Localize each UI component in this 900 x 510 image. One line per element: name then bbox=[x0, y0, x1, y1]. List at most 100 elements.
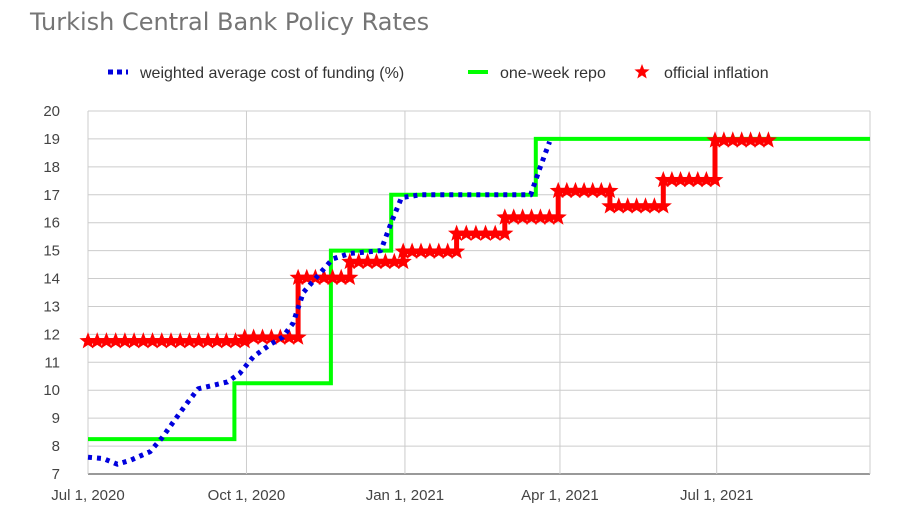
y-tick-label: 8 bbox=[52, 438, 60, 455]
star-marker bbox=[394, 242, 412, 259]
star-marker bbox=[439, 242, 457, 259]
star-marker bbox=[171, 332, 189, 349]
y-tick-label: 9 bbox=[52, 410, 60, 427]
star-marker bbox=[724, 131, 742, 148]
star-marker bbox=[663, 171, 681, 188]
star-marker bbox=[514, 208, 532, 225]
y-tick-label: 17 bbox=[43, 187, 60, 204]
star-marker bbox=[467, 224, 485, 241]
star-marker bbox=[116, 332, 134, 349]
star-marker bbox=[245, 328, 263, 345]
star-marker bbox=[645, 197, 663, 214]
star-marker bbox=[496, 208, 514, 225]
star-marker bbox=[144, 332, 162, 349]
star-marker bbox=[125, 332, 143, 349]
star-marker bbox=[523, 208, 541, 225]
star-marker bbox=[107, 332, 125, 349]
star-marker bbox=[88, 332, 106, 349]
star-marker bbox=[531, 208, 549, 225]
legend-label: weighted average cost of funding (%) bbox=[139, 65, 404, 82]
x-tick-label: Apr 1, 2021 bbox=[521, 487, 599, 504]
star-marker bbox=[592, 181, 610, 199]
star-marker bbox=[271, 328, 289, 345]
star-marker bbox=[315, 268, 333, 285]
star-marker bbox=[190, 332, 208, 349]
star-marker bbox=[558, 181, 576, 199]
star-marker bbox=[359, 252, 377, 270]
legend: weighted average cost of funding (%) one-… bbox=[108, 64, 769, 82]
series-line-cost-of-funding bbox=[87, 140, 552, 467]
star-marker bbox=[496, 224, 514, 241]
star-marker bbox=[289, 268, 307, 285]
star-marker bbox=[208, 332, 226, 349]
chart-title: Turkish Central Bank Policy Rates bbox=[30, 8, 430, 36]
star-marker bbox=[162, 332, 180, 349]
star-marker bbox=[584, 181, 602, 199]
series-line-official-inflation bbox=[88, 137, 769, 344]
y-tick-label: 10 bbox=[43, 382, 60, 399]
star-marker bbox=[298, 268, 316, 285]
star-marker bbox=[134, 332, 152, 349]
star-marker bbox=[394, 252, 412, 270]
series-line-one-week-repo bbox=[88, 136, 870, 442]
star-marker bbox=[227, 332, 245, 349]
y-tick-label: 18 bbox=[43, 159, 60, 176]
star-marker bbox=[628, 197, 646, 214]
star-marker bbox=[341, 252, 359, 270]
y-tick-label: 13 bbox=[43, 298, 60, 315]
star-marker bbox=[324, 268, 342, 285]
y-tick-label: 7 bbox=[52, 466, 60, 483]
star-marker bbox=[341, 268, 359, 285]
star-marker bbox=[733, 131, 751, 148]
star-marker bbox=[332, 268, 350, 285]
star-marker bbox=[448, 242, 466, 259]
inflation-star-markers bbox=[79, 131, 777, 349]
y-tick-label: 12 bbox=[43, 326, 60, 343]
star-marker bbox=[236, 328, 254, 345]
y-tick-label: 19 bbox=[43, 131, 60, 148]
star-marker bbox=[697, 171, 715, 188]
star-marker bbox=[430, 242, 448, 259]
star-marker bbox=[601, 197, 619, 214]
star-marker bbox=[457, 224, 475, 241]
star-marker bbox=[549, 208, 567, 225]
star-marker bbox=[654, 197, 672, 214]
x-tick-label: Jul 1, 2020 bbox=[51, 487, 124, 504]
star-marker bbox=[540, 208, 558, 225]
star-marker bbox=[549, 181, 567, 199]
star-marker bbox=[236, 332, 254, 349]
legend-label: one-week repo bbox=[500, 65, 606, 82]
star-marker bbox=[448, 224, 466, 241]
star-marker bbox=[680, 171, 698, 188]
star-marker bbox=[368, 252, 386, 270]
y-tick-label: 14 bbox=[43, 271, 60, 288]
star-marker bbox=[672, 171, 690, 188]
star-marker bbox=[689, 171, 707, 188]
star-marker bbox=[619, 197, 637, 214]
star-marker bbox=[280, 328, 298, 345]
star-marker bbox=[566, 181, 584, 199]
legend-swatch-official-inflation bbox=[634, 64, 650, 79]
star-marker bbox=[376, 252, 394, 270]
star-marker bbox=[385, 252, 403, 270]
star-marker bbox=[79, 332, 97, 349]
star-marker bbox=[706, 171, 724, 188]
star-marker bbox=[217, 332, 235, 349]
star-marker bbox=[254, 328, 272, 345]
star-marker bbox=[654, 171, 672, 188]
x-tick-label: Jul 1, 2021 bbox=[680, 487, 753, 504]
star-marker bbox=[505, 208, 523, 225]
star-marker bbox=[610, 197, 628, 214]
star-marker bbox=[706, 131, 724, 148]
star-marker bbox=[601, 181, 619, 199]
star-marker bbox=[715, 131, 733, 148]
star-marker bbox=[153, 332, 171, 349]
legend-label: official inflation bbox=[664, 65, 769, 82]
star-marker bbox=[477, 224, 495, 241]
star-marker bbox=[759, 131, 777, 148]
star-marker bbox=[636, 197, 655, 214]
x-tick-label: Jan 1, 2021 bbox=[366, 487, 444, 504]
star-marker bbox=[262, 328, 280, 345]
star-marker bbox=[486, 224, 504, 241]
y-tick-label: 15 bbox=[43, 243, 60, 260]
